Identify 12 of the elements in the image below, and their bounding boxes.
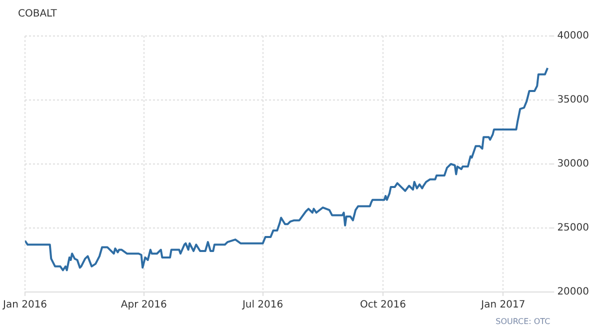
x-tick-label: Oct 2016	[360, 300, 406, 311]
x-tick-label: Apr 2016	[120, 300, 167, 311]
y-tick-label: 30000	[557, 158, 589, 170]
x-tick-label: Jan 2016	[2, 300, 48, 311]
x-tick-label: Jan 2017	[480, 300, 526, 311]
x-tick-label: Jul 2016	[241, 300, 284, 311]
y-tick-label: 35000	[557, 94, 589, 106]
y-tick-label: 25000	[557, 222, 589, 234]
y-tick-label: 20000	[557, 286, 589, 298]
y-tick-label: 40000	[557, 30, 589, 42]
chart-title: COBALT	[18, 8, 58, 20]
source-note: SOURCE: OTC	[496, 317, 551, 326]
